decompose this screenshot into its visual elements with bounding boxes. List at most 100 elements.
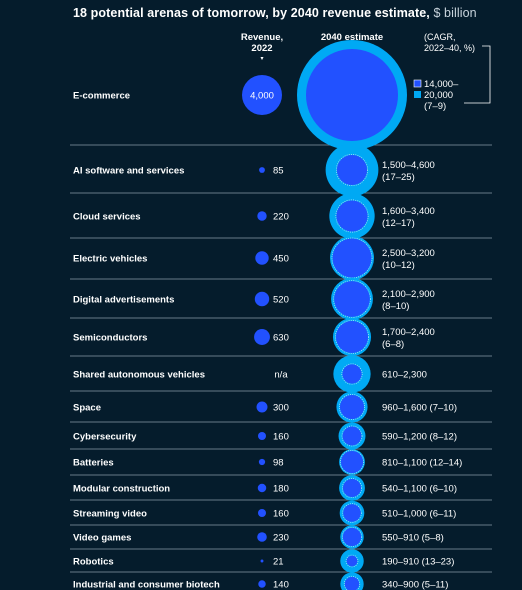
estimate-2040-low-bubble <box>340 450 364 474</box>
estimate-2040-low-outline <box>331 237 373 279</box>
revenue-2022-bubble <box>258 458 266 466</box>
revenue-2022-bubble <box>257 483 267 493</box>
estimate-range-label: 810–1,100 (12–14) <box>382 458 462 469</box>
estimate-2040-low-outline <box>335 199 369 233</box>
revenue-2022-header-line-1: Revenue, <box>241 32 283 43</box>
estimate-range-label: 340–900 (5–11) <box>382 580 448 590</box>
estimate-2040-low-bubble <box>306 49 398 141</box>
revenue-2022-value: 98 <box>273 458 284 469</box>
estimate-2040-low-bubble <box>336 154 368 186</box>
revenue-2022-bubble <box>258 432 266 440</box>
revenue-2022-header-line-2: 2022 <box>251 43 272 54</box>
category-label: Shared autonomous vehicles <box>73 370 205 381</box>
cagr-label: (8–10) <box>382 301 409 312</box>
estimate-range-label: 1,500–4,600 <box>382 160 435 171</box>
estimate-2040-low-outline <box>333 280 371 318</box>
estimate-2040-low-bubble <box>342 527 362 547</box>
legend-range-line-1: 14,000– <box>424 79 459 90</box>
category-label: Video games <box>73 533 131 544</box>
cagr-label: (6–8) <box>382 339 404 350</box>
estimate-2040-low-bubble <box>335 320 369 354</box>
estimate-range-label: 2,100–2,900 <box>382 289 435 300</box>
revenue-2022-value: 160 <box>273 509 289 520</box>
category-label: Robotics <box>73 557 114 568</box>
estimate-2040-low-outline <box>345 554 359 568</box>
estimate-2040-low-bubble <box>332 238 372 278</box>
estimate-2040-low-outline <box>335 153 369 187</box>
category-label: Semiconductors <box>73 333 147 344</box>
chart-title: 18 potential arenas of tomorrow, by 2040… <box>73 6 477 20</box>
estimate-2040-low-bubble <box>334 281 370 317</box>
estimate-range-label: 1,700–2,400 <box>382 327 435 338</box>
category-label: Electric vehicles <box>73 254 147 265</box>
estimate-range-label: 590–1,200 (8–12) <box>382 432 457 443</box>
estimate-2040-low-outline <box>343 575 361 590</box>
legend-cagr: (7–9) <box>424 101 446 112</box>
revenue-2022-bubble <box>254 329 270 345</box>
category-label: Modular construction <box>73 484 170 495</box>
category-label: Cybersecurity <box>73 432 137 443</box>
revenue-2022-value: 520 <box>273 295 289 306</box>
estimate-2040-low-outline <box>341 425 363 447</box>
revenue-2022-bubble <box>259 167 265 173</box>
cagr-label: (10–12) <box>382 260 415 271</box>
category-label: Cloud services <box>73 212 141 223</box>
estimate-2040-low-outline <box>339 449 365 475</box>
category-label: AI software and services <box>73 166 184 177</box>
legend-swatch-low <box>413 79 422 88</box>
cagr-label: (17–25) <box>382 172 415 183</box>
chart-title-main: 18 potential arenas of tomorrow, by 2040… <box>73 6 430 20</box>
chart-title-unit: $ billion <box>433 6 477 20</box>
estimate-2040-low-bubble <box>339 394 365 420</box>
revenue-2022-bubble <box>254 291 270 307</box>
estimate-range-label: 540–1,100 (6–10) <box>382 484 457 495</box>
cagr-header-line-2: 2022–40, %) <box>424 43 475 53</box>
revenue-2022-value: 630 <box>273 333 289 344</box>
category-label: E-commerce <box>73 91 130 102</box>
revenue-2022-bubble <box>257 532 267 542</box>
revenue-2022-bubble <box>256 401 268 413</box>
revenue-2022-header-marker: ▾ <box>260 56 263 62</box>
estimate-2040-low-outline <box>342 503 362 523</box>
estimate-2040-low-outline <box>341 526 363 548</box>
estimate-range-label: 610–2,300 <box>382 370 427 381</box>
estimate-2040-low-outline <box>335 320 369 354</box>
estimate-range-label: 2,500–3,200 <box>382 248 435 259</box>
revenue-2022-value: 160 <box>273 432 289 443</box>
estimate-2040-low-bubble <box>342 364 362 384</box>
estimate-range-label: 510–1,000 (6–11) <box>382 509 456 520</box>
category-label: Batteries <box>73 458 114 469</box>
cagr-header-line-1: (CAGR, <box>424 32 456 42</box>
estimate-2040-low-bubble <box>344 576 360 590</box>
revenue-2022-bubble <box>255 251 269 265</box>
legend-swatch-high <box>414 91 421 98</box>
estimate-2040-low-bubble <box>342 478 362 498</box>
category-label: Industrial and consumer biotech <box>73 580 220 590</box>
revenue-2022-bubble <box>258 509 266 517</box>
category-label: Space <box>73 403 101 414</box>
estimate-2040-low-outline <box>339 394 366 421</box>
estimate-range-label: 960–1,600 (7–10) <box>382 403 457 414</box>
legend-range-line-2: 20,000 <box>424 90 453 101</box>
revenue-2022-bubble <box>257 211 267 221</box>
revenue-2022-value: 140 <box>273 580 289 590</box>
category-label: Streaming video <box>73 509 147 520</box>
estimate-2040-low-bubble <box>343 504 361 522</box>
revenue-2022-value: 85 <box>273 166 284 177</box>
category-label: Digital advertisements <box>73 295 174 306</box>
estimate-range-label: 190–910 (13–23) <box>382 557 454 568</box>
estimate-2040-low-bubble <box>342 426 362 446</box>
revenue-2022-value: 4,000 <box>250 91 274 102</box>
estimate-2040-low-bubble <box>336 200 368 232</box>
cagr-label: (12–17) <box>382 218 415 229</box>
estimate-2040-low-outline <box>341 363 363 385</box>
estimate-range-label: 550–910 (5–8) <box>382 533 444 544</box>
revenue-2022-bubble <box>258 580 266 588</box>
revenue-2022-value: 180 <box>273 484 289 495</box>
revenue-2022-value: 21 <box>273 557 284 568</box>
estimate-2040-low-bubble <box>346 555 358 567</box>
estimate-2040-header: 2040 estimate <box>321 32 383 43</box>
estimate-2040-low-outline <box>342 478 362 498</box>
estimate-range-label: 1,600–3,400 <box>382 206 435 217</box>
